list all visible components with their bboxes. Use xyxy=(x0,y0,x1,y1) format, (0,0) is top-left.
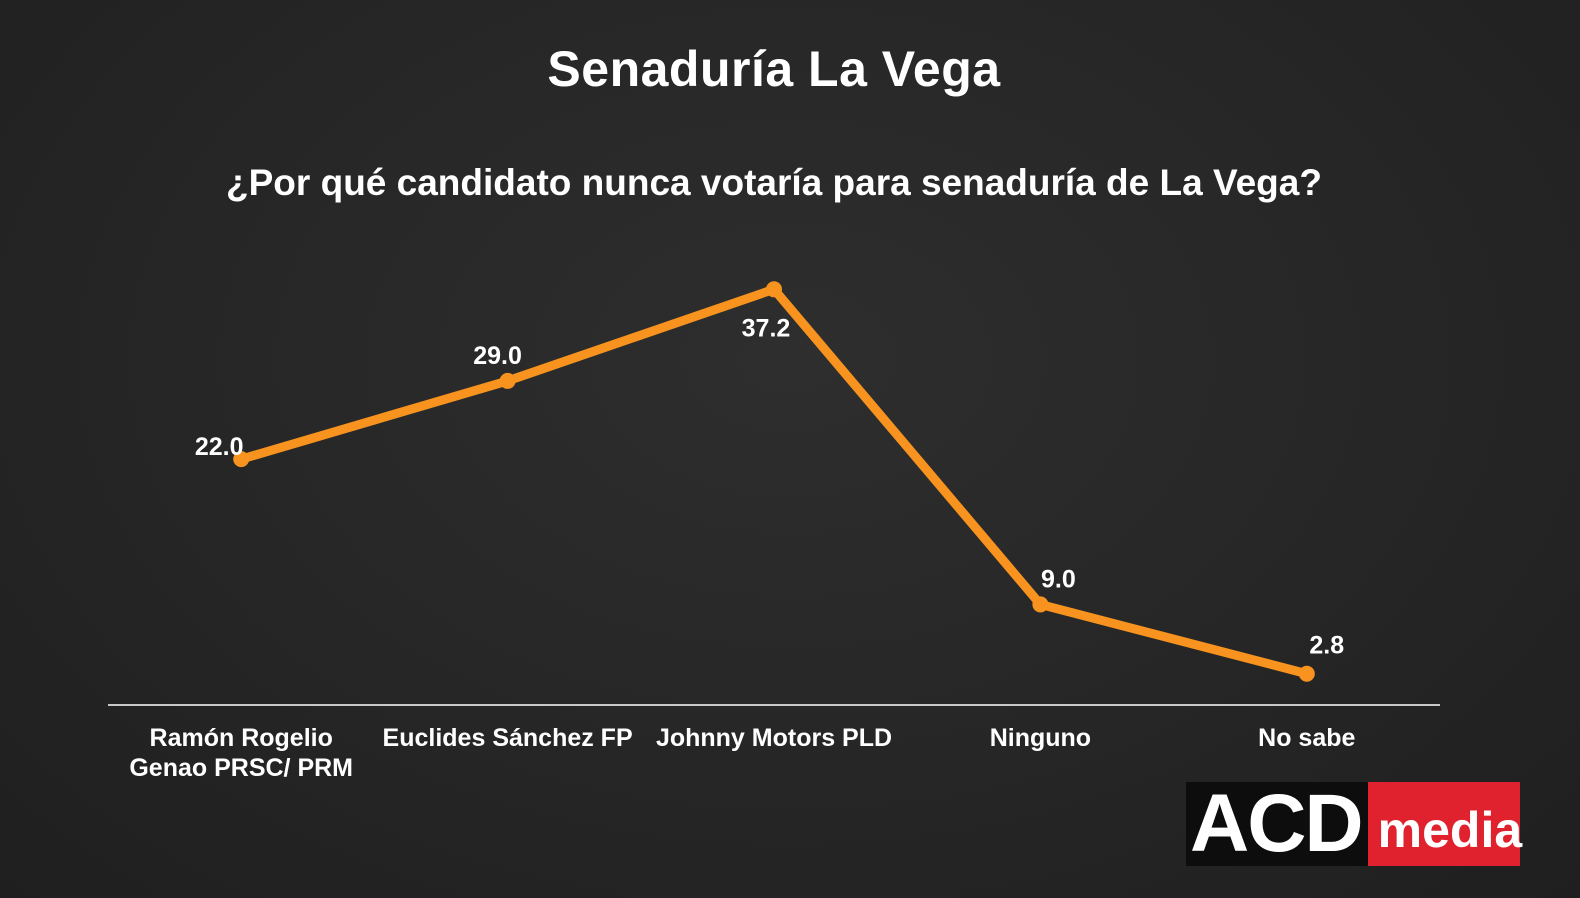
x-tick-label: No sabe xyxy=(1258,724,1355,752)
x-tick-label: Johnny Motors PLD xyxy=(656,724,892,752)
x-tick-label: Euclides Sánchez FP xyxy=(383,724,633,752)
data-point xyxy=(499,372,516,389)
x-tick-label: Ramón Rogelio Genao PRSC/ PRM xyxy=(129,724,353,782)
x-tick-label: Ninguno xyxy=(990,724,1091,752)
data-label: 2.8 xyxy=(1309,632,1344,660)
data-point xyxy=(766,281,782,298)
acd-media-logo: ACD media xyxy=(1186,782,1522,866)
data-point xyxy=(233,451,250,468)
data-point xyxy=(1032,596,1049,613)
data-label: 22.0 xyxy=(195,433,244,461)
data-label: 29.0 xyxy=(473,342,522,370)
series-line xyxy=(236,284,1312,679)
logo-acd-text: ACD xyxy=(1186,782,1368,866)
data-label: 9.0 xyxy=(1041,565,1076,593)
data-point xyxy=(1298,665,1315,682)
logo-media-text: media xyxy=(1367,782,1522,866)
chart-subtitle: ¿Por qué candidato nunca votaría para se… xyxy=(226,162,1322,203)
chart-title: Senaduría La Vega xyxy=(547,41,1001,97)
data-label: 37.2 xyxy=(742,314,791,342)
